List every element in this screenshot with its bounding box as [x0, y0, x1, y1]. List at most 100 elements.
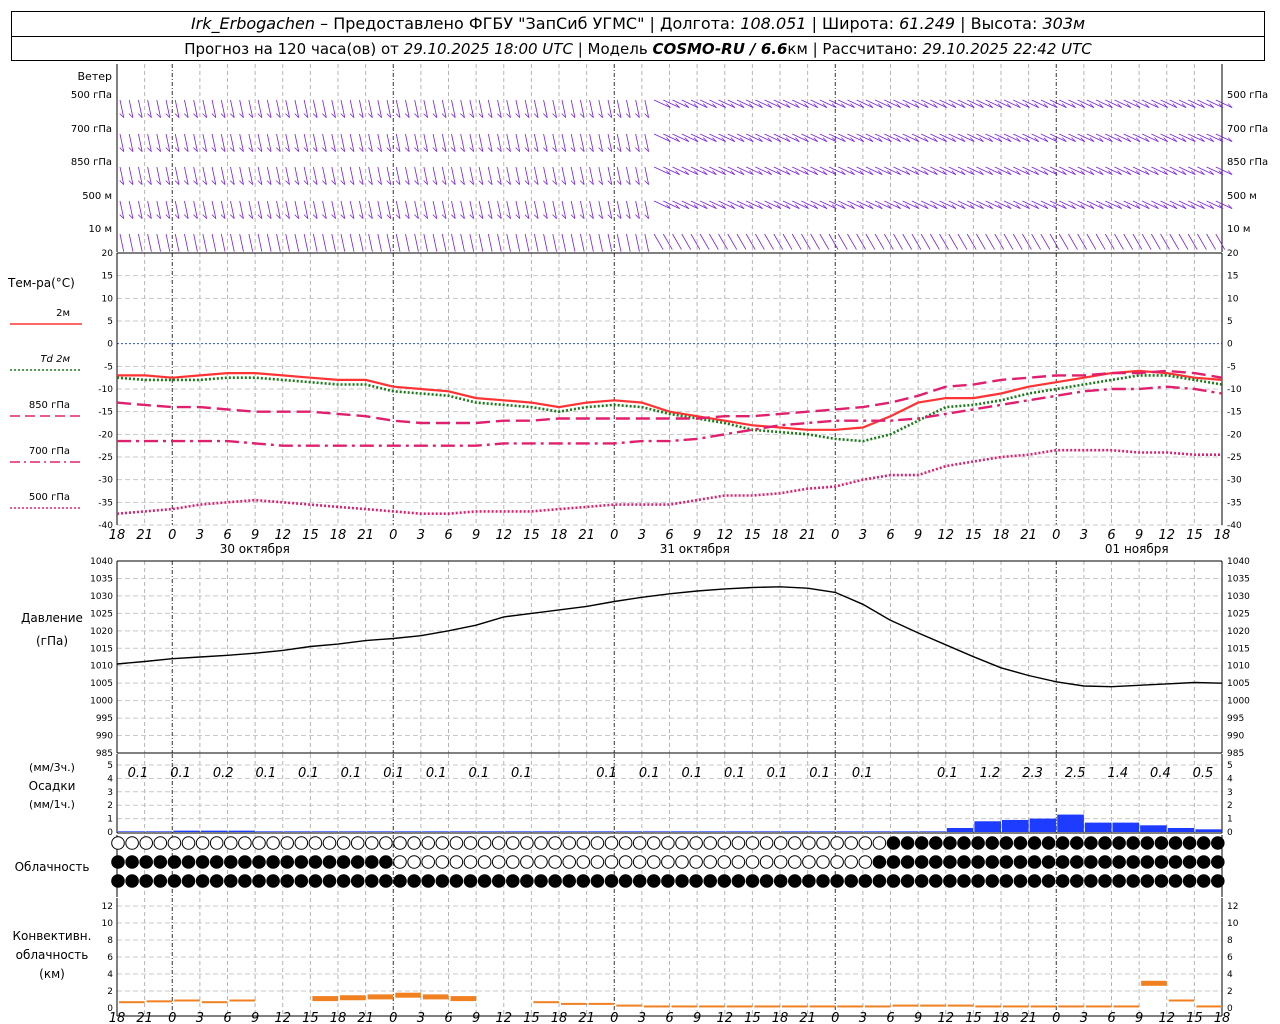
wind-barb: [644, 166, 650, 185]
wind-barb-feather: [748, 204, 754, 209]
cloud-symbol: [872, 874, 887, 888]
wind-barb: [589, 200, 594, 219]
wind-barb: [174, 99, 180, 118]
cloud-symbol: [745, 855, 760, 869]
wind-barb: [976, 133, 993, 142]
wind-barb-feather: [666, 137, 671, 142]
wind-barb: [672, 233, 682, 250]
cloud-symbol: [294, 855, 309, 869]
wind-barb: [893, 166, 910, 175]
precip-tick-left: 0: [107, 828, 113, 838]
cloud-symbol: [576, 836, 591, 850]
wind-barb-feather: [561, 113, 567, 118]
wind-barb: [672, 166, 689, 175]
wind-barb-feather: [543, 113, 548, 118]
precip-3h-label: 0.4: [1150, 766, 1171, 781]
wind-barb-feather: [1200, 170, 1205, 175]
cloud-symbol: [562, 874, 577, 888]
wind-barb: [764, 166, 782, 175]
wind-barb-feather: [1126, 137, 1132, 142]
wind-barb-feather: [497, 180, 502, 185]
wind-barb: [533, 133, 539, 152]
wind-barb: [165, 99, 171, 118]
wind-barb-feather: [1190, 103, 1196, 108]
wind-barb-feather: [960, 204, 966, 209]
precip-bar: [1195, 829, 1222, 832]
wind-barb-feather: [979, 103, 984, 108]
wind-barb-feather: [1209, 170, 1214, 175]
wind-barb: [451, 233, 456, 252]
wind-barb: [395, 200, 401, 219]
wind-barb-feather: [730, 170, 736, 175]
wind-barb-feather: [1025, 103, 1030, 108]
wind-barb-feather: [1043, 170, 1049, 175]
wind-barb-feather: [693, 103, 699, 108]
wind-barb: [285, 133, 290, 152]
precip-bar: [173, 830, 200, 832]
wind-barb: [156, 233, 161, 252]
model-name: COSMO-RU / 6.6: [652, 40, 788, 58]
wind-barb: [276, 166, 281, 185]
conv-bar: [1030, 1005, 1057, 1008]
cloud-symbol: [661, 855, 675, 869]
wind-barb: [893, 99, 910, 108]
wind-barb-feather: [933, 170, 938, 175]
precip-3h-label: 0.1: [426, 766, 447, 781]
wind-barb: [1105, 99, 1122, 108]
wind-barb-feather: [506, 214, 511, 219]
cloud-symbol: [647, 874, 661, 888]
wind-barb-feather: [1181, 137, 1187, 142]
cloud-symbol: [477, 836, 492, 850]
wind-barb: [948, 166, 966, 175]
cloud-symbol: [195, 836, 210, 850]
wind-barb: [377, 99, 382, 118]
precip-3h-label: 0.1: [639, 766, 660, 781]
wind-barb: [1206, 133, 1224, 142]
precip-bar: [118, 831, 145, 832]
wind-barb-feather: [804, 137, 809, 142]
wind-barb: [598, 233, 603, 252]
wind-barb: [359, 200, 364, 219]
precip-title: Осадки: [29, 779, 76, 793]
wind-barb: [948, 200, 966, 209]
hour-tick-top: 18: [551, 528, 568, 543]
precip-bar: [256, 831, 283, 832]
wind-barb: [469, 200, 475, 219]
conv-bar: [201, 1001, 228, 1004]
temp-tick-left: -25: [98, 453, 113, 463]
precip-bar: [891, 831, 919, 832]
cloud-symbol: [111, 855, 125, 869]
model-label: Модель: [587, 40, 653, 58]
wind-barb-feather: [859, 204, 865, 209]
wind-barb-feather: [239, 147, 244, 152]
wind-barb: [1086, 200, 1104, 209]
wind-barb: [1049, 200, 1067, 209]
cloud-symbol: [1013, 874, 1028, 888]
wind-barb: [552, 133, 557, 152]
wind-barb: [423, 200, 429, 219]
wind-barb-feather: [303, 147, 309, 152]
wind-barb-feather: [675, 204, 680, 209]
cloud-symbol: [816, 836, 830, 850]
conv-bar: [367, 994, 394, 1000]
wind-barb: [1178, 166, 1196, 175]
wind-barb-feather: [377, 180, 382, 185]
conv-tick-right: 0: [1227, 1004, 1233, 1014]
hour-tick-bottom: 9: [914, 1011, 922, 1024]
wind-barb-feather: [450, 214, 456, 219]
wind-barb: [1215, 99, 1233, 108]
cloud-symbol: [745, 836, 760, 850]
wind-barb: [469, 166, 475, 185]
wind-barb-feather: [1098, 204, 1104, 209]
wind-barb-feather: [1006, 137, 1012, 142]
wind-barb: [1151, 166, 1168, 175]
cloud-symbol: [802, 855, 816, 869]
wind-barb-feather: [684, 103, 690, 108]
wind-barb-feather: [850, 170, 855, 175]
cloud-symbol: [520, 836, 534, 850]
wind-barb-feather: [478, 214, 484, 219]
press-tick-right: 1010: [1227, 662, 1250, 672]
conv-tick-left: 10: [102, 919, 114, 929]
wind-barb-feather: [969, 204, 975, 209]
wind-barb: [497, 233, 502, 252]
